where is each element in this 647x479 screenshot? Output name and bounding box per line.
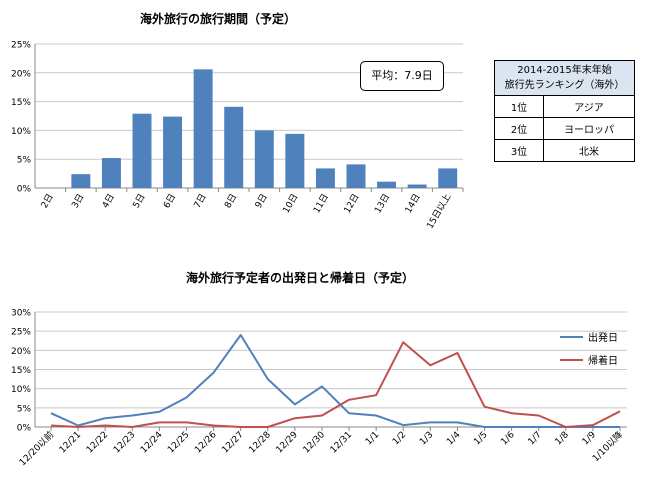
x-tick-label: 1/4	[445, 430, 463, 448]
y-tick-label: 10%	[11, 127, 31, 137]
series-line-departure	[50, 334, 620, 428]
ranking-header-line1: 2014-2015年末年始	[517, 65, 612, 76]
x-tick-label: 1/5	[472, 430, 489, 447]
ranking-row: 3位 北米	[494, 139, 635, 162]
bar-chart: 0%5%10%15%20%25%2日 3日 4日 5日 6日 7日 8日 9日 10日 11日 12…	[11, 41, 464, 231]
y-tick-label: 0%	[17, 185, 32, 195]
legend-label: 出発日	[588, 331, 618, 344]
x-tick-label: 1/3	[418, 430, 435, 447]
y-tick-label: 10%	[11, 385, 31, 395]
x-tick-label: 12/20以前	[17, 429, 57, 469]
y-tick-label: 5%	[17, 404, 32, 414]
x-tick-label: 12/30	[302, 430, 328, 456]
x-tick-label: 12/29	[275, 430, 301, 456]
y-tick-label: 20%	[11, 347, 31, 357]
legend-label: 帰着日	[588, 354, 618, 367]
x-tick-label: 1/8	[554, 430, 572, 448]
x-tick-label: 1/2	[391, 430, 408, 447]
y-tick-label: 20%	[11, 69, 31, 79]
x-tick-label: 12/25	[166, 430, 191, 455]
bar	[346, 164, 366, 188]
bar-chart-title: 海外旅行の旅行期間（予定）	[140, 12, 297, 26]
bar	[407, 184, 427, 188]
line-chart-title: 海外旅行予定者の出発日と帰着日（予定）	[186, 271, 415, 285]
bar	[193, 69, 213, 188]
ranking-table: 2014-2015年末年始 旅行先ランキング（海外） 1位 アジア 2位 ヨーロ…	[494, 60, 635, 162]
x-tick-label: 12/21	[58, 430, 83, 455]
bar	[71, 174, 91, 188]
x-tick-label: 1/1	[364, 430, 381, 447]
x-tick-label: 1/7	[527, 430, 544, 447]
average-annotation: 平均：7.9日	[360, 61, 444, 91]
ranking-row: 2位 ヨーロッパ	[494, 117, 635, 140]
bar	[163, 116, 183, 188]
series-line-return	[50, 341, 621, 428]
y-tick-label: 25%	[11, 328, 31, 338]
ranking-destination: 北米	[543, 139, 635, 162]
x-tick-label: 12/31	[329, 430, 354, 455]
bar	[438, 168, 458, 188]
y-tick-label: 15%	[11, 98, 31, 108]
x-tick-label: 12/27	[220, 430, 245, 455]
bar	[377, 181, 397, 188]
x-tick-label: 12/22	[85, 430, 110, 455]
y-tick-label: 30%	[11, 309, 31, 319]
bar	[285, 133, 305, 188]
bar	[101, 158, 121, 188]
x-tick-label: 12/24	[139, 430, 165, 456]
ranking-row: 1位 アジア	[494, 95, 635, 118]
bar	[254, 130, 274, 188]
bar	[132, 113, 152, 188]
y-tick-label: 25%	[11, 41, 31, 51]
y-tick-label: 5%	[17, 156, 32, 166]
x-tick-label: 1/6	[499, 430, 517, 448]
x-tick-label: 12/23	[112, 430, 137, 455]
x-tick-label: 1/10以降	[590, 429, 626, 465]
x-tick-label: 12/28	[247, 430, 273, 456]
ranking-header-line2: 旅行先ランキング（海外）	[504, 80, 625, 91]
bar	[224, 106, 244, 188]
bar	[315, 168, 335, 188]
y-tick-label: 0%	[17, 424, 32, 434]
x-tick-label: 12/26	[193, 430, 219, 456]
y-tick-label: 15%	[11, 366, 31, 376]
ranking-header: 2014-2015年末年始 旅行先ランキング（海外）	[494, 60, 635, 96]
x-tick-label: 1/9	[581, 430, 599, 448]
